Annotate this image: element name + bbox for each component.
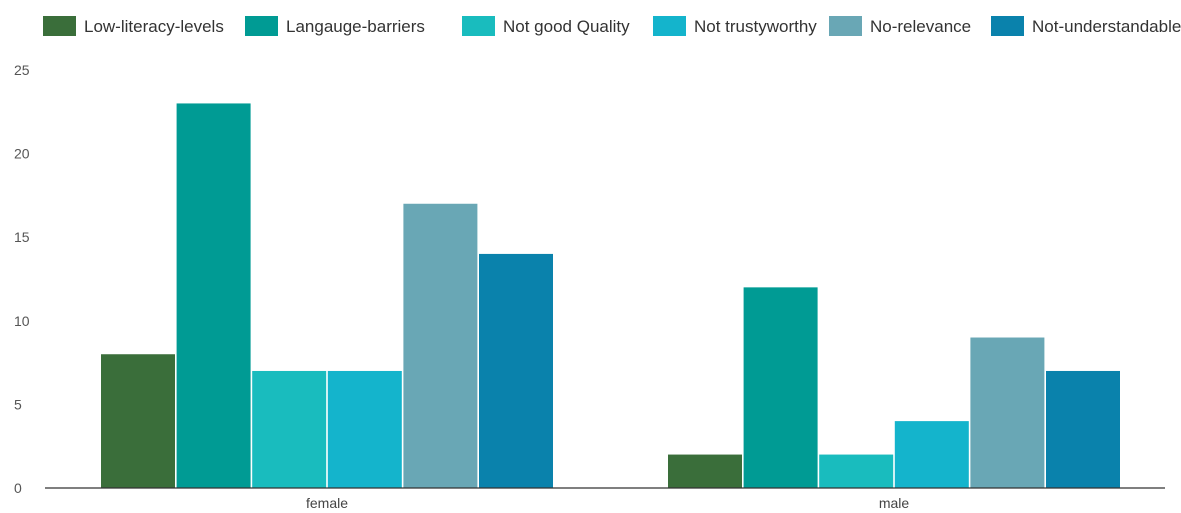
legend-label: Not-understandable	[1032, 17, 1181, 36]
legend-swatch	[991, 16, 1024, 36]
y-tick-label: 5	[14, 396, 22, 412]
legend-item-langauge-barriers: Langauge-barriers	[245, 16, 425, 36]
x-axis: female male	[45, 487, 1165, 511]
bar-group-male	[668, 287, 1120, 488]
bar-male-no-relevance	[970, 337, 1045, 488]
bar-male-langauge-barriers	[743, 287, 818, 488]
legend-label: Low-literacy-levels	[84, 17, 224, 36]
bar-male-low-literacy-levels	[668, 454, 742, 488]
y-tick-label: 10	[14, 313, 30, 329]
y-tick-label: 0	[14, 480, 22, 496]
x-category-label: female	[306, 495, 348, 511]
bar-female-low-literacy-levels	[101, 354, 175, 488]
y-tick-label: 15	[14, 229, 30, 245]
bar-female-not-good-quality	[252, 370, 327, 488]
legend-item-not-understandable: Not-understandable	[991, 16, 1181, 36]
bar-male-not-trustyworthy	[894, 421, 969, 488]
legend-item-not-trustyworthy: Not trustyworthy	[653, 16, 817, 36]
y-axis: 0 5 10 15 20 25	[14, 62, 30, 496]
bar-female-not-trustyworthy	[327, 370, 402, 488]
legend-item-not-good-quality: Not good Quality	[462, 16, 630, 36]
legend-swatch	[829, 16, 862, 36]
legend: Low-literacy-levels Langauge-barriers Not …	[43, 16, 1181, 36]
bar-male-not-understandable	[1046, 370, 1120, 488]
x-category-label: male	[879, 495, 910, 511]
bars	[101, 103, 1120, 488]
legend-swatch	[245, 16, 278, 36]
legend-swatch	[653, 16, 686, 36]
legend-swatch	[462, 16, 495, 36]
bar-female-not-understandable	[479, 253, 553, 488]
bar-group-female	[101, 103, 553, 488]
legend-swatch	[43, 16, 76, 36]
bar-female-no-relevance	[403, 203, 478, 488]
legend-label: Not good Quality	[503, 17, 630, 36]
legend-item-low-literacy-levels: Low-literacy-levels	[43, 16, 224, 36]
bar-female-langauge-barriers	[176, 103, 251, 488]
legend-label: No-relevance	[870, 17, 971, 36]
y-tick-label: 25	[14, 62, 30, 78]
legend-label: Langauge-barriers	[286, 17, 425, 36]
legend-label: Not trustyworthy	[694, 17, 817, 36]
y-tick-label: 20	[14, 146, 30, 162]
legend-item-no-relevance: No-relevance	[829, 16, 971, 36]
bar-male-not-good-quality	[819, 454, 894, 488]
